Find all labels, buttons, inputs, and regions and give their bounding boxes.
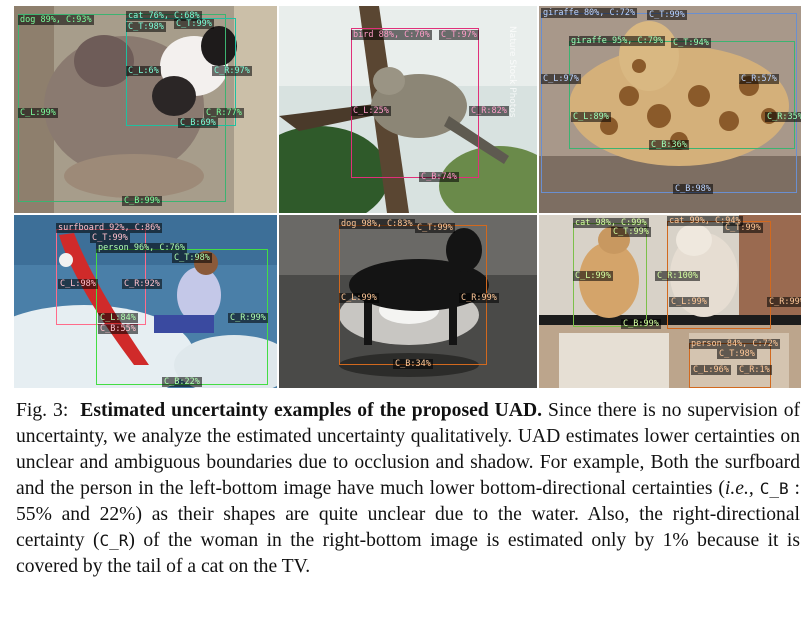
label: person 96%, C:76% — [96, 243, 187, 253]
label: C_B:36% — [649, 140, 689, 150]
caption-cr: C_R — [99, 531, 129, 550]
label: C_L:99% — [18, 108, 58, 118]
label: C_T:98% — [172, 253, 212, 263]
panel-dog-sunset: dog 98%, C:83% C_T:99% C_L:99% C_R:99% C… — [279, 215, 537, 388]
label: C_R:77% — [204, 108, 244, 118]
cats-tv-photo — [539, 215, 801, 388]
label: cat 98%, C:99% — [573, 218, 649, 228]
label: C_T:94% — [671, 38, 711, 48]
caption-cb: C_B — [759, 479, 789, 498]
label: C_B:74% — [419, 172, 459, 182]
label: giraffe 80%, C:72% — [541, 8, 638, 18]
label: C_R:35% — [765, 112, 801, 122]
label: C_L:99% — [573, 271, 613, 281]
label: dog 98%, C:83% — [339, 219, 415, 229]
label: C_T:99% — [647, 10, 687, 20]
label: C_B:34% — [393, 359, 433, 369]
caption-text-1: Since there is no supervision of uncerta… — [16, 400, 801, 499]
label: C_R:99% — [767, 297, 801, 307]
label: C_L:89% — [571, 112, 611, 122]
giraffe-photo — [539, 6, 801, 213]
label: C_B:55% — [98, 324, 138, 334]
caption-text-2: : 55% and 22%) as their shapes are quite… — [16, 478, 800, 551]
label: C_L:98% — [58, 279, 98, 289]
panel-giraffe: giraffe 80%, C:72% C_T:99% giraffe 95%, … — [539, 6, 801, 213]
label: dog 89%, C:93% — [18, 15, 94, 25]
figure: dog 89%, C:93% cat 76%, C:68% C_T:98% C_… — [14, 6, 801, 388]
label: C_R:82% — [469, 106, 509, 116]
label: cat 76%, C:68% — [126, 11, 202, 21]
label: C_R:100% — [655, 271, 700, 281]
panel-bird: bird 88%, C:70% C_T:97% C_L:25% C_R:82% … — [279, 6, 537, 213]
box-bird — [351, 28, 479, 178]
label: bird 88%, C:70% — [351, 30, 432, 40]
label: C_T:98% — [126, 22, 166, 32]
label: C_L:96% — [691, 365, 731, 375]
label: C_L:99% — [669, 297, 709, 307]
label: C_B:98% — [673, 184, 713, 194]
label: C_T:98% — [717, 349, 757, 359]
box-giraffe-front — [569, 41, 795, 149]
dog-cat-photo — [14, 6, 277, 213]
label: cat 99%, C:94% — [667, 216, 743, 226]
figure-label: Fig. 3: — [16, 400, 69, 421]
label: C_R:57% — [739, 74, 779, 84]
label: surfboard 92%, C:86% — [56, 223, 163, 233]
caption-ie: i.e., — [724, 478, 754, 499]
label: C_R:99% — [228, 313, 268, 323]
label: C_B:99% — [122, 196, 162, 206]
label: C_B:22% — [162, 377, 202, 387]
figure-caption: Fig. 3: Estimated uncertainty examples o… — [16, 398, 800, 580]
panel-dog-cat: dog 89%, C:93% cat 76%, C:68% C_T:98% C_… — [14, 6, 277, 213]
caption-text-3: ) of the woman in the right-bottom image… — [16, 530, 800, 577]
caption-title: Estimated uncertainty examples of the pr… — [80, 400, 543, 421]
label: C_T:97% — [439, 30, 479, 40]
label: C_R:99% — [459, 293, 499, 303]
label: C_R:97% — [212, 66, 252, 76]
label: C_T:99% — [174, 19, 214, 29]
label: C_L:99% — [339, 293, 379, 303]
label: C_R:1% — [737, 365, 772, 375]
label: person 84%, C:72% — [689, 339, 780, 349]
label: C_L:97% — [541, 74, 581, 84]
label: C_T:99% — [90, 233, 130, 243]
panel-surf: surfboard 92%, C:86% C_T:99% person 96%,… — [14, 215, 277, 388]
label: C_T:99% — [723, 223, 763, 233]
label: C_T:99% — [415, 223, 455, 233]
panel-cats-tv: cat 98%, C:99% C_T:99% cat 99%, C:94% C_… — [539, 215, 801, 388]
label: C_L:84% — [98, 313, 138, 323]
watermark: Nature Stock Photos — [507, 26, 517, 118]
label: C_R:92% — [122, 279, 162, 289]
label: C_L:6% — [126, 66, 161, 76]
label: C_B:69% — [178, 118, 218, 128]
label: C_B:99% — [621, 319, 661, 329]
label: giraffe 95%, C:79% — [569, 36, 666, 46]
label: C_T:99% — [611, 227, 651, 237]
label: C_L:25% — [351, 106, 391, 116]
